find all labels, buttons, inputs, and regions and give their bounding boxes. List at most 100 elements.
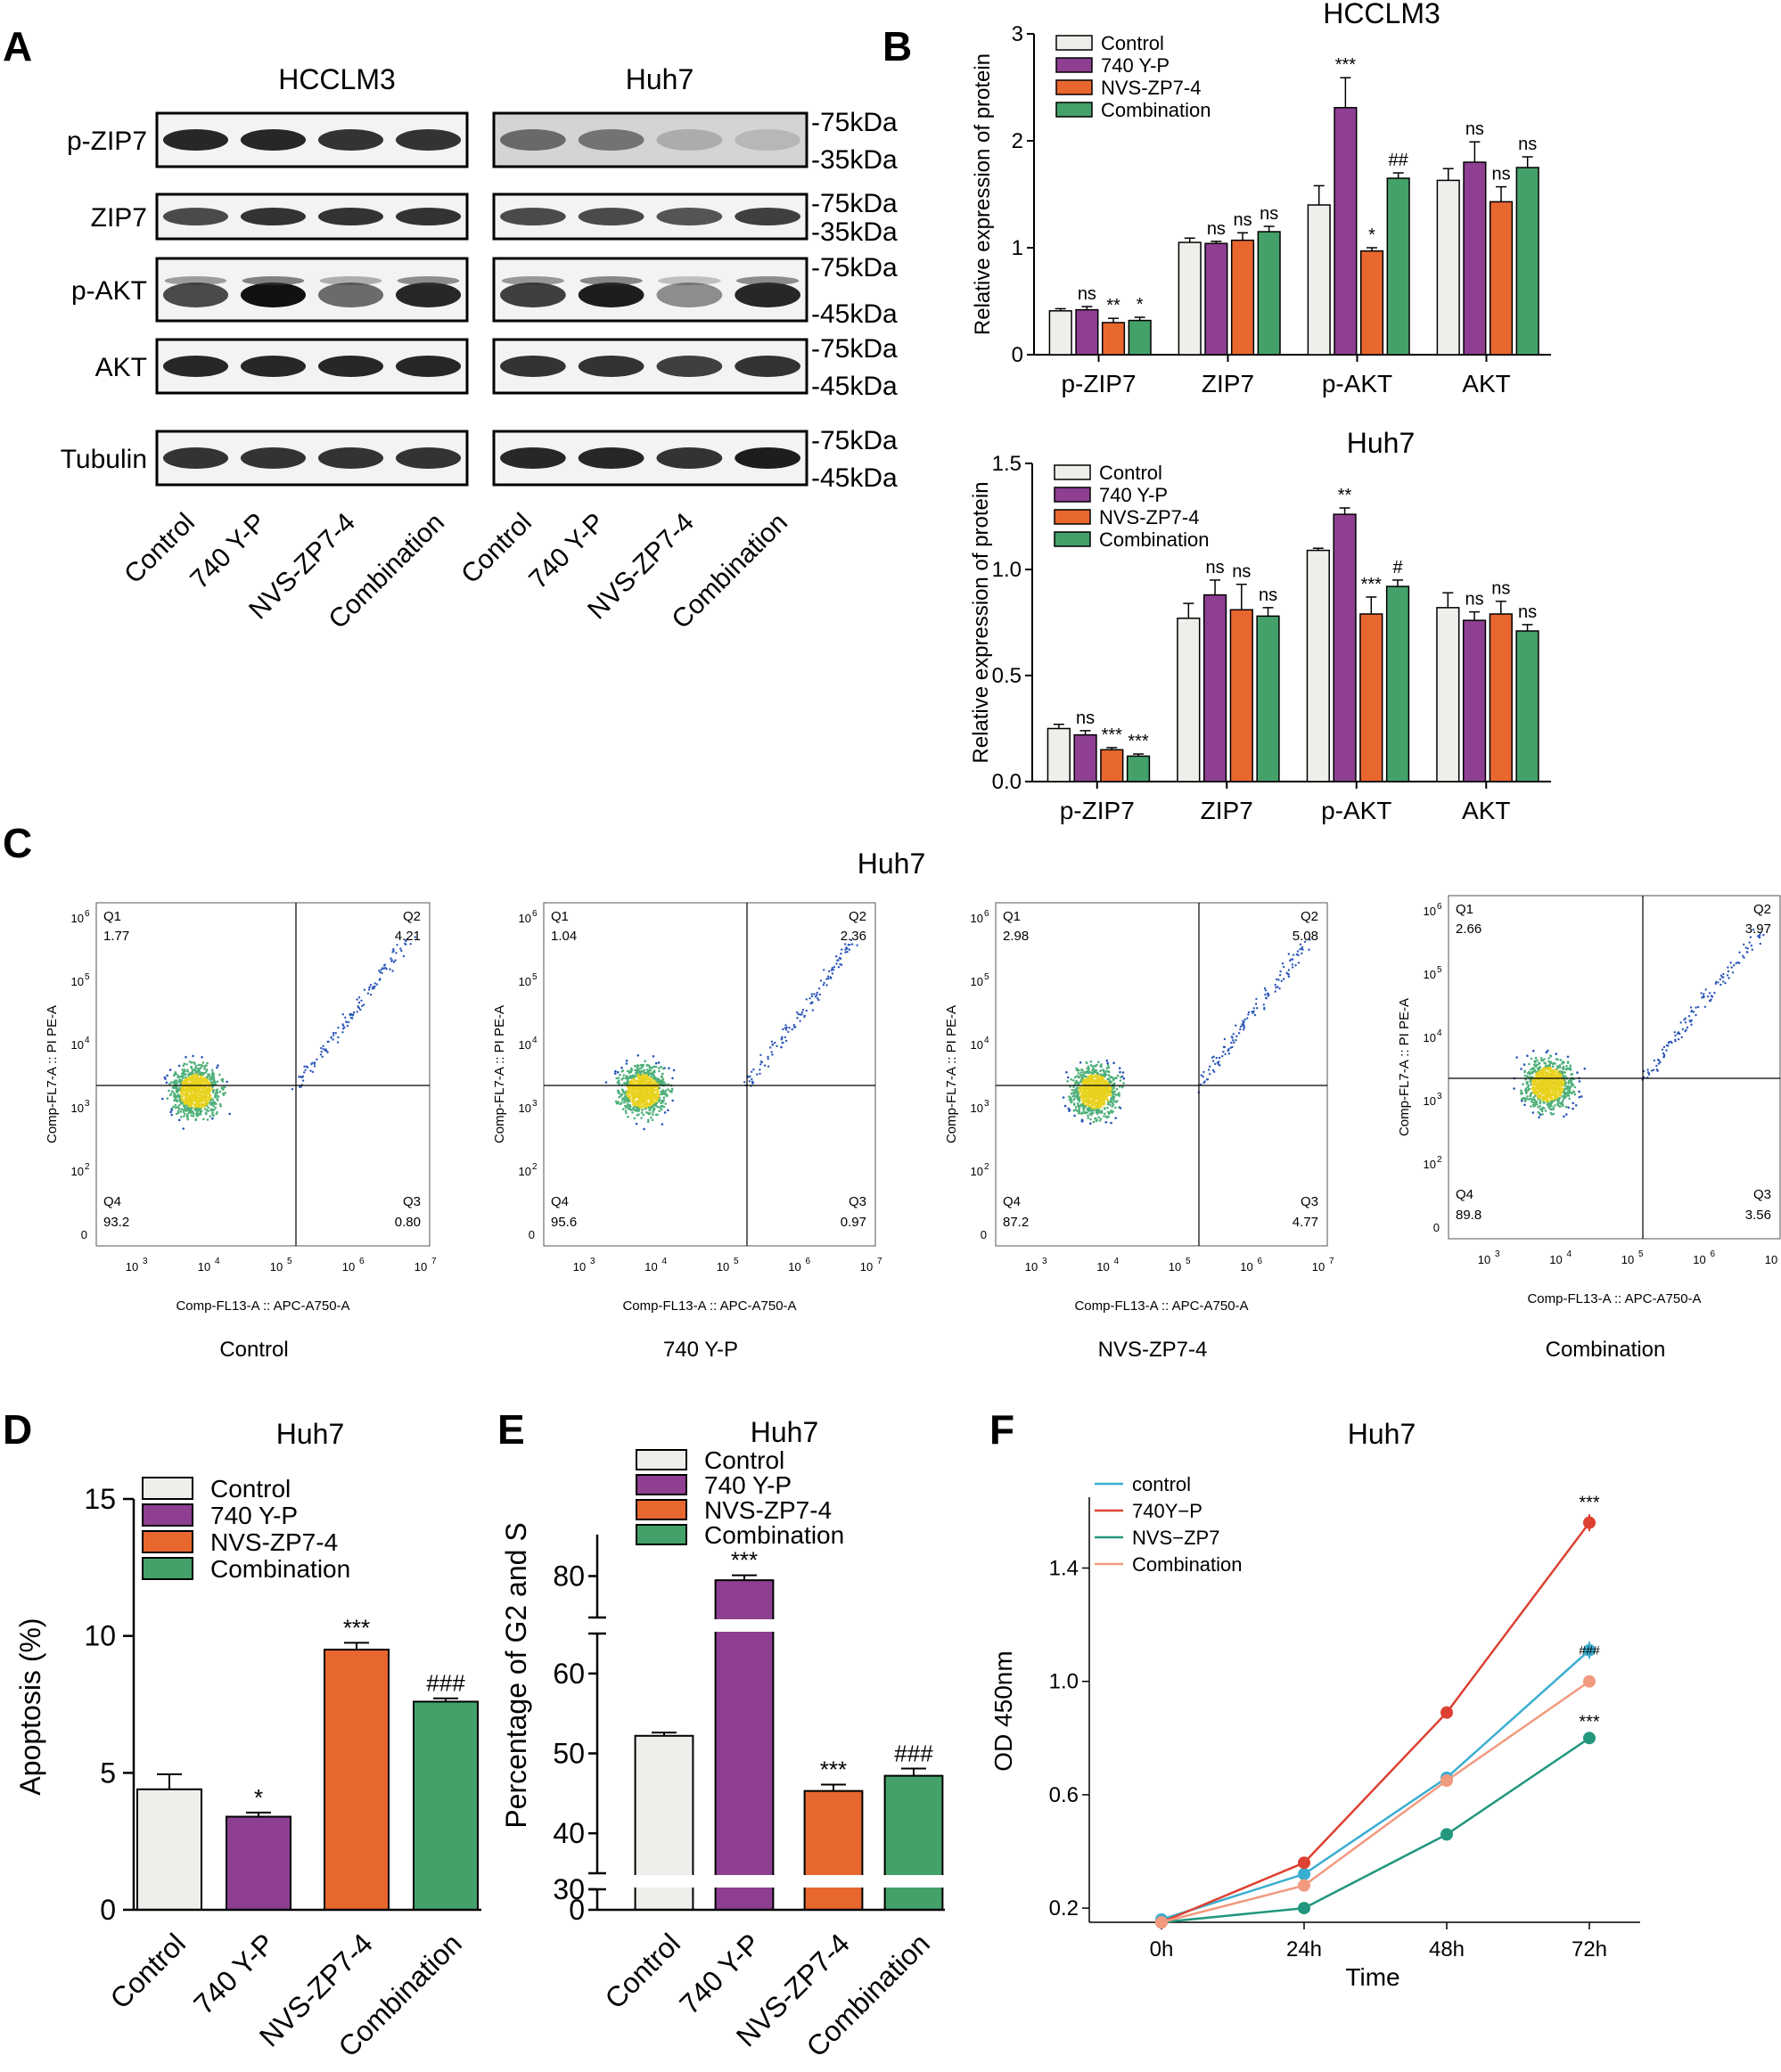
flow-dot xyxy=(628,1103,631,1107)
flow-dot xyxy=(1687,1015,1691,1018)
flow-dot xyxy=(1532,1070,1536,1073)
blot-band xyxy=(500,129,566,151)
flow-dot xyxy=(182,1076,185,1079)
flow-dot xyxy=(206,1096,209,1099)
flow-dot xyxy=(201,1075,203,1077)
flow-dot xyxy=(1242,1028,1245,1031)
flow-plot-frame xyxy=(543,902,876,1247)
flow-dot xyxy=(320,1046,323,1050)
flow-dot xyxy=(641,1102,644,1104)
flow-dot xyxy=(639,1097,643,1101)
legend-label: NVS-ZP7-4 xyxy=(1099,506,1199,528)
flow-dot xyxy=(1646,1069,1649,1071)
flow-dot xyxy=(1545,1064,1547,1068)
flow-dot xyxy=(1568,1089,1571,1092)
flow-dot xyxy=(1677,1038,1680,1041)
flow-dot xyxy=(1727,970,1730,973)
flow-dot xyxy=(195,1094,199,1098)
flow-dot xyxy=(1566,1055,1570,1059)
flow-dot xyxy=(1726,974,1729,977)
x-tick-exponent: 7 xyxy=(1329,1257,1334,1266)
flow-dot xyxy=(1540,1093,1544,1096)
flow-dot xyxy=(1548,1095,1551,1099)
significance-label: *** xyxy=(731,1547,758,1574)
flow-dot xyxy=(313,1065,316,1068)
flow-dot xyxy=(195,1111,199,1115)
legend-label: Control xyxy=(1101,32,1164,54)
flow-dot xyxy=(1291,958,1294,961)
x-tick-base: 10 xyxy=(342,1260,355,1274)
flow-dot xyxy=(643,1093,645,1097)
flow-dot xyxy=(1563,1078,1566,1081)
blot-band xyxy=(317,208,384,225)
flow-dot xyxy=(378,970,381,972)
flow-dot xyxy=(1531,1067,1535,1069)
y-axis-label: Comp-FL7-A :: PI PE-A xyxy=(492,1005,507,1143)
y-axis-label: Comp-FL7-A :: PI PE-A xyxy=(1397,998,1412,1136)
y-tick-base: 10 xyxy=(971,975,983,988)
flow-dot xyxy=(1742,954,1744,957)
x-tick-exponent: 4 xyxy=(215,1257,220,1266)
flow-dot xyxy=(1221,1055,1224,1058)
flow-dot xyxy=(1544,1071,1547,1075)
flow-dot xyxy=(195,1088,199,1092)
flow-dot xyxy=(652,1078,655,1082)
bar xyxy=(1463,161,1487,356)
flow-dot xyxy=(1235,1035,1238,1037)
flow-dot xyxy=(186,1083,189,1085)
flow-dot xyxy=(1549,1054,1553,1058)
flow-dot xyxy=(309,1069,312,1072)
flow-dot xyxy=(1550,1104,1553,1108)
flow-dot xyxy=(1674,1039,1677,1043)
flow-dot xyxy=(1091,1095,1094,1099)
flow-dot xyxy=(657,1093,660,1096)
flow-dot xyxy=(649,1095,652,1098)
flow-dot xyxy=(1692,1011,1695,1013)
flow-dot xyxy=(1572,1107,1574,1110)
blot-band-upper xyxy=(319,276,382,285)
flow-dot xyxy=(1532,1079,1536,1082)
flow-dot xyxy=(201,1103,204,1106)
flow-dot xyxy=(305,1065,308,1068)
flow-dot xyxy=(624,1077,628,1080)
flow-dot xyxy=(1531,1090,1535,1093)
flow-dot xyxy=(801,1008,805,1011)
flow-dot xyxy=(380,969,382,971)
x-tick-label: p-AKT xyxy=(1322,370,1392,397)
flow-dot xyxy=(1109,1093,1112,1097)
flow-dot xyxy=(1655,1064,1658,1068)
flow-dot xyxy=(837,959,840,962)
flow-dot xyxy=(626,1075,628,1077)
flow-dot xyxy=(1278,987,1281,990)
flow-dot xyxy=(627,1092,629,1095)
flow-dot xyxy=(1108,1070,1111,1074)
flow-dot xyxy=(1704,988,1707,991)
flow-dot xyxy=(197,1100,201,1103)
x-tick-label: Control xyxy=(104,1927,192,2014)
flow-dot xyxy=(823,981,825,985)
flow-dot xyxy=(1094,1117,1096,1120)
flow-dot xyxy=(810,995,814,998)
flow-dot xyxy=(1557,1082,1561,1085)
flow-dot xyxy=(221,1080,225,1083)
flow-dot xyxy=(1557,1088,1560,1092)
flow-dot xyxy=(1090,1087,1093,1090)
flow-dot xyxy=(357,996,361,999)
flow-dot xyxy=(628,1086,630,1090)
flow-dot xyxy=(1071,1089,1074,1092)
flow-dot xyxy=(214,1095,217,1099)
flow-dot xyxy=(1308,948,1310,951)
chart-title: Huh7 xyxy=(276,1418,345,1450)
flow-dot xyxy=(209,1089,212,1092)
flow-dot xyxy=(1119,1079,1122,1082)
flow-dot xyxy=(218,1090,222,1093)
flow-dot xyxy=(1091,1065,1094,1068)
flow-dot xyxy=(1711,995,1714,998)
flow-dot xyxy=(1081,1119,1084,1123)
flow-dot xyxy=(1267,995,1269,997)
flow-dot xyxy=(1112,1091,1114,1093)
flow-dot xyxy=(829,976,832,979)
blot-row-label: p-ZIP7 xyxy=(67,127,147,156)
flow-dot xyxy=(220,1086,224,1089)
